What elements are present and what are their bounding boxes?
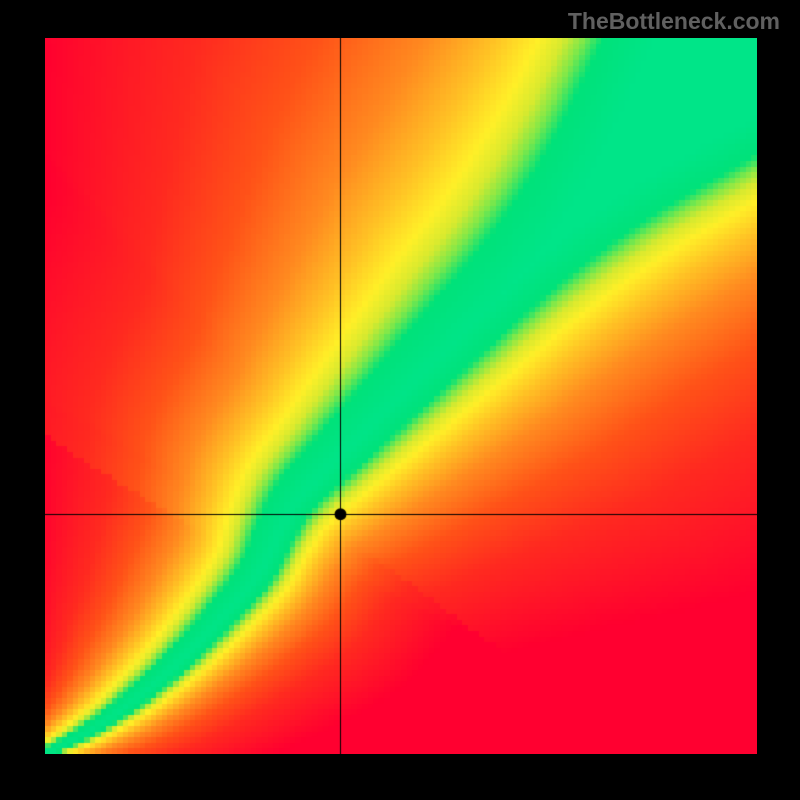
source-watermark: TheBottleneck.com xyxy=(568,8,780,35)
chart-container: { "meta": { "source_watermark": "TheBott… xyxy=(0,0,800,800)
bottleneck-heatmap xyxy=(45,38,757,754)
